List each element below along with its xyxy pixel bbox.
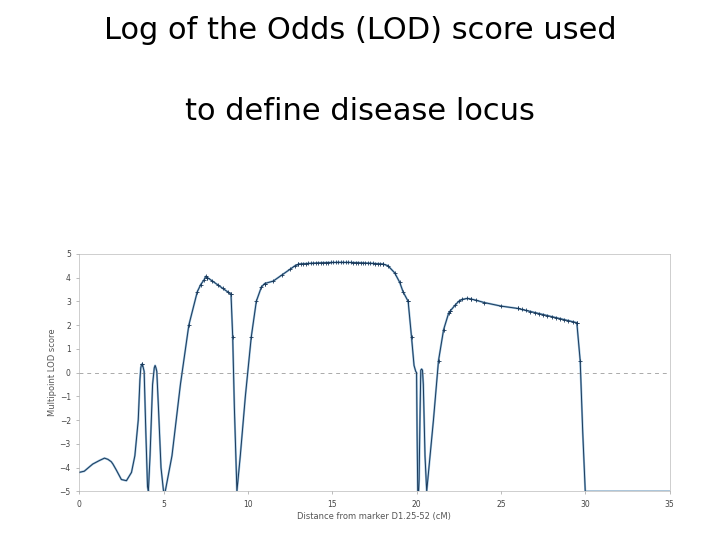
Text: Log of the Odds (LOD) score used: Log of the Odds (LOD) score used — [104, 16, 616, 45]
X-axis label: Distance from marker D1.25-52 (cM): Distance from marker D1.25-52 (cM) — [297, 511, 451, 521]
Text: to define disease locus: to define disease locus — [185, 97, 535, 126]
Y-axis label: Multipoint LOD score: Multipoint LOD score — [48, 329, 57, 416]
